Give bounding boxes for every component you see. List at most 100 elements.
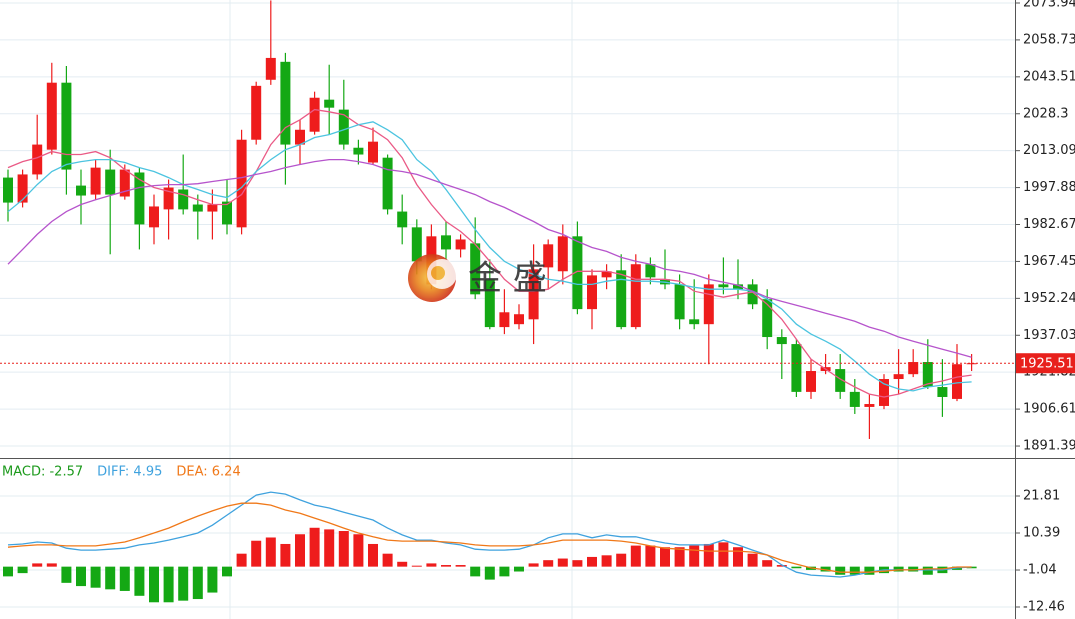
macd-bar — [119, 566, 130, 591]
macd-bar — [791, 566, 802, 569]
legend-entry: MACD: -2.57 — [2, 465, 83, 480]
candle-body — [922, 362, 933, 388]
y-tick-label: 2028.3 — [1023, 106, 1069, 121]
macd-bar — [864, 566, 875, 575]
macd-bar — [747, 553, 758, 567]
candle-body — [441, 235, 451, 250]
macd-bar — [61, 566, 72, 583]
macd-bar — [149, 566, 159, 603]
y-tick-label: 2013.09 — [1023, 143, 1075, 158]
candle-body — [178, 189, 189, 210]
y-tick-label: 2043.51 — [1023, 69, 1075, 84]
candle-body — [806, 371, 816, 392]
macd-bar — [645, 545, 656, 567]
candle-body — [280, 61, 291, 145]
macd-bar — [908, 566, 919, 572]
candle-body — [601, 271, 612, 278]
candle-body — [864, 404, 875, 407]
macd-bar — [733, 547, 743, 567]
y-tick-label: 1891.39 — [1023, 439, 1075, 454]
candle-body — [499, 312, 510, 328]
macd-bar — [236, 553, 247, 567]
y-tick-label: 1906.61 — [1023, 402, 1075, 417]
y-tick-label: 2058.73 — [1023, 32, 1075, 47]
candle-body — [733, 284, 743, 290]
macd-bar — [3, 566, 13, 577]
macd-bar — [324, 529, 335, 567]
series-line — [7, 108, 972, 398]
candle-body — [543, 244, 554, 268]
candle-body — [703, 284, 714, 325]
candle-body — [119, 169, 130, 197]
series-line — [7, 158, 972, 358]
candle-body — [411, 227, 422, 262]
macd-bar — [309, 527, 320, 567]
macd-bar — [776, 565, 787, 567]
candle-body — [163, 187, 174, 210]
watermark: 金 盛 — [408, 254, 547, 302]
macd-bar — [601, 555, 612, 567]
candle-body — [952, 364, 962, 399]
macd-bar — [718, 542, 729, 567]
plot-layer — [0, 0, 1015, 608]
macd-bar — [295, 534, 305, 567]
macd-bar — [820, 566, 831, 572]
candle-body — [514, 314, 524, 325]
y-tick-label: 10.39 — [1023, 525, 1060, 540]
candle-body — [893, 374, 904, 380]
macd-bar — [689, 545, 700, 567]
macd-bar — [514, 566, 524, 572]
candle-body — [879, 379, 889, 406]
macd-bar — [660, 547, 670, 567]
macd-bar — [178, 566, 189, 601]
macd-bar — [222, 566, 232, 577]
candle-body — [76, 185, 86, 196]
macd-bar — [192, 566, 203, 600]
macd-bar — [922, 566, 933, 575]
macd-bar — [616, 553, 627, 567]
last-price-label: 1925.51 — [1020, 357, 1074, 372]
y-tick-label: -12.46 — [1023, 600, 1065, 615]
candle-body — [251, 85, 262, 140]
candle-body — [674, 284, 685, 320]
macd-bar — [674, 547, 685, 567]
candle-body — [762, 299, 773, 338]
macd-bar — [426, 563, 437, 567]
candle-body — [776, 337, 787, 345]
macd-bar — [46, 563, 57, 567]
macd-bar — [17, 566, 28, 574]
macd-bar — [557, 558, 568, 567]
macd-bar — [163, 566, 174, 603]
last-price-box — [1016, 353, 1075, 374]
macd-bar — [134, 566, 145, 596]
candle-body — [616, 270, 627, 328]
macd-bar — [455, 565, 466, 567]
candle-body — [397, 211, 408, 228]
candle-body — [61, 82, 72, 170]
macd-bar — [441, 565, 451, 567]
candle-body — [338, 109, 349, 145]
macd-bar — [762, 560, 773, 567]
y-tick-label: -1.04 — [1023, 563, 1057, 578]
macd-bar — [499, 566, 510, 577]
candle-body — [368, 141, 378, 163]
macd-bar — [105, 566, 116, 590]
candle-body — [192, 204, 203, 212]
macd-bar — [587, 556, 597, 567]
macd-bar — [835, 566, 846, 575]
candle-body — [207, 204, 218, 212]
macd-bar — [32, 563, 43, 567]
candle-body — [557, 236, 568, 272]
candle-body — [937, 387, 948, 397]
macd-bar — [397, 561, 408, 567]
candle-body — [236, 139, 247, 228]
macd-bar — [411, 565, 422, 567]
candle-body — [835, 369, 846, 392]
candle-body — [528, 269, 539, 320]
macd-bar — [484, 566, 495, 580]
candle-body — [90, 167, 101, 195]
y-tick-label: 1982.67 — [1023, 217, 1075, 232]
candle-body — [353, 147, 364, 155]
macd-bar — [528, 563, 539, 567]
